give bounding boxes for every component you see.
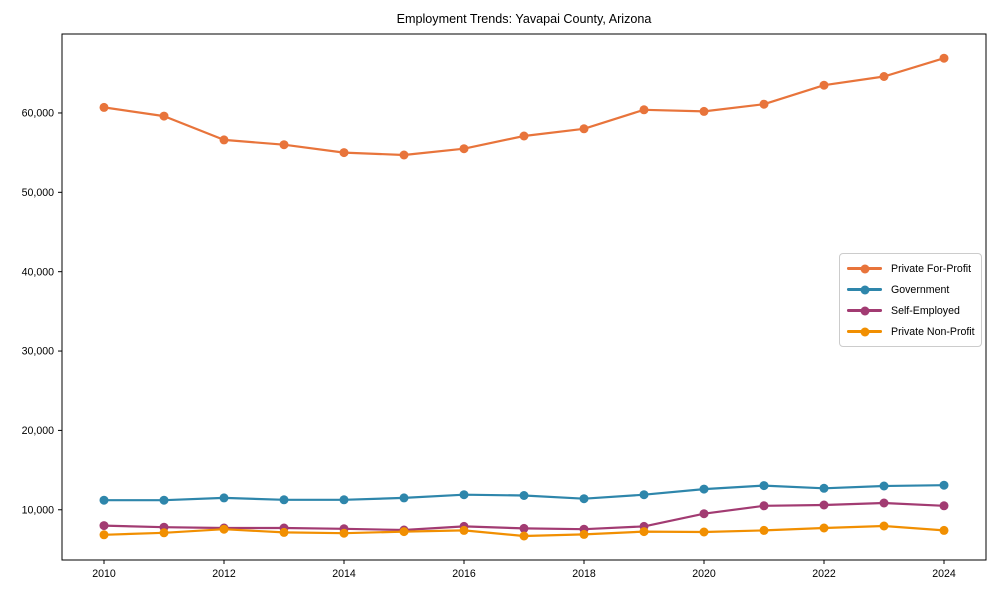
data-point <box>699 509 709 519</box>
data-point <box>399 150 409 160</box>
data-point <box>639 527 649 537</box>
plot-border <box>61 33 987 561</box>
data-point <box>759 501 769 511</box>
data-point <box>339 495 349 505</box>
data-point <box>939 525 949 535</box>
chart-title: Employment Trends: Yavapai County, Arizo… <box>396 12 652 26</box>
legend: Private For-Profit Government Self-Emplo… <box>839 253 982 347</box>
series-private-non-profit <box>99 521 949 541</box>
legend-label: Private Non-Profit <box>891 325 975 338</box>
data-point <box>99 530 109 540</box>
data-point <box>219 135 229 145</box>
x-tick-label: 2016 <box>452 568 476 580</box>
legend-item-self-employed: Self-Employed <box>847 300 974 321</box>
data-point <box>819 80 829 90</box>
data-point <box>519 131 529 141</box>
data-point <box>159 495 169 505</box>
data-point <box>939 480 949 490</box>
data-point <box>339 528 349 538</box>
legend-label: Private For-Profit <box>891 262 972 275</box>
line-marker-icon <box>847 326 882 337</box>
legend-item-private-for-profit: Private For-Profit <box>847 258 974 279</box>
data-point <box>279 495 289 505</box>
data-point <box>219 524 229 534</box>
data-point <box>459 525 469 535</box>
y-axis: 10,000 20,000 30,000 40,000 50,000 60,000 <box>22 108 62 516</box>
data-point <box>159 528 169 538</box>
data-point <box>219 493 229 503</box>
data-point <box>519 491 529 500</box>
data-point <box>759 481 769 491</box>
data-point <box>879 521 889 531</box>
data-point <box>699 527 709 537</box>
legend-label: Government <box>891 283 950 296</box>
y-tick-label: 50,000 <box>22 187 55 199</box>
data-point <box>99 521 109 531</box>
data-point <box>939 501 949 511</box>
series-private-for-profit <box>99 53 949 160</box>
legend-item-government: Government <box>847 279 974 300</box>
data-point <box>639 490 649 500</box>
x-tick-label: 2022 <box>812 568 836 580</box>
data-point <box>159 111 169 121</box>
data-point <box>639 105 649 115</box>
x-tick-label: 2018 <box>572 568 596 580</box>
data-point <box>339 148 349 158</box>
line-marker-icon <box>847 284 882 295</box>
series-government <box>99 480 949 505</box>
data-point <box>399 527 409 537</box>
data-point <box>579 124 589 134</box>
data-point <box>459 144 469 154</box>
legend-label: Self-Employed <box>891 304 960 317</box>
y-tick-label: 60,000 <box>22 108 55 120</box>
data-point <box>699 106 709 116</box>
y-tick-label: 20,000 <box>22 425 55 437</box>
data-point <box>759 99 769 109</box>
legend-item-private-non-profit: Private Non-Profit <box>847 321 975 342</box>
x-tick-label: 2024 <box>932 568 956 580</box>
data-point <box>399 493 409 503</box>
line-marker-icon <box>847 305 882 316</box>
data-point <box>939 53 949 63</box>
x-tick-label: 2010 <box>92 568 116 580</box>
x-axis: 2010 2012 2014 2016 2018 2020 2022 2024 <box>92 560 956 580</box>
data-point <box>819 523 829 533</box>
y-tick-label: 40,000 <box>22 266 55 278</box>
data-point <box>879 498 889 508</box>
data-point <box>99 102 109 112</box>
data-point <box>459 490 469 500</box>
data-point <box>519 531 529 541</box>
data-point <box>579 494 589 504</box>
data-point <box>879 72 889 81</box>
data-point <box>819 500 829 510</box>
data-point <box>579 529 589 539</box>
x-tick-label: 2012 <box>212 568 236 580</box>
data-point <box>519 523 529 533</box>
data-point <box>819 483 829 493</box>
y-tick-label: 10,000 <box>22 504 55 516</box>
data-point <box>759 525 769 535</box>
x-tick-label: 2020 <box>692 568 716 580</box>
data-point <box>279 140 289 150</box>
x-tick-label: 2014 <box>332 568 356 580</box>
data-point <box>699 484 709 494</box>
data-point <box>279 527 289 537</box>
data-point <box>879 481 889 491</box>
y-tick-label: 30,000 <box>22 346 55 358</box>
line-marker-icon <box>847 263 882 274</box>
data-point <box>99 495 109 505</box>
